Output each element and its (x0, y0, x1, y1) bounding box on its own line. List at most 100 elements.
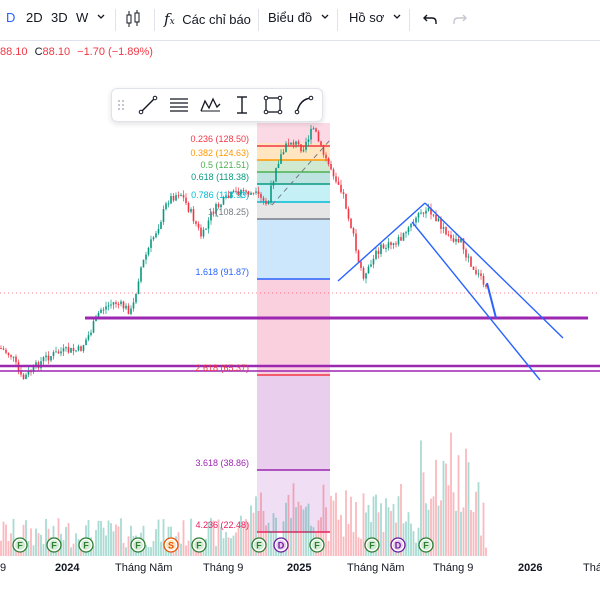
curve-icon[interactable] (292, 93, 316, 117)
pattern-icon[interactable] (198, 93, 222, 117)
toolbar-divider (409, 9, 410, 31)
candle-body (62, 348, 65, 352)
event-marker[interactable]: F (12, 537, 28, 553)
candle-body (460, 238, 462, 243)
candle-body (12, 356, 15, 358)
event-marker[interactable]: F (130, 537, 146, 553)
event-marker[interactable]: F (418, 537, 434, 553)
volume-bar (360, 538, 362, 556)
candle-body (67, 347, 70, 353)
volume-bar (347, 523, 350, 556)
volume-bar (275, 517, 277, 556)
fib-trend-line[interactable] (271, 139, 331, 206)
volume-bar (375, 494, 377, 556)
trend-line-icon[interactable] (136, 93, 160, 117)
candle-body (325, 154, 327, 159)
price-chart[interactable]: 0.236 (128.50) 0.382 (124.63) 0.5 (121.51)… (0, 40, 600, 600)
candle-body (97, 312, 100, 317)
event-marker[interactable]: F (78, 537, 94, 553)
candle-body (280, 154, 282, 164)
volume-bar (262, 511, 265, 556)
volume-bar (287, 494, 290, 556)
candle-body (22, 374, 25, 379)
fib-zone-pink (257, 279, 330, 375)
redo-button[interactable] (452, 11, 468, 30)
volume-bar (160, 541, 162, 556)
fib-level-label: 0.786 (113.93) (191, 190, 249, 200)
volume-bar (412, 531, 415, 556)
interval-menu-button[interactable] (96, 10, 106, 25)
candle-body (397, 237, 400, 245)
candle-body (470, 256, 472, 267)
volume-bar (387, 507, 390, 556)
candle-body (330, 163, 332, 170)
layout-3d-button[interactable]: 3D (51, 10, 68, 25)
volume-bar (357, 537, 360, 556)
fib-level-label: 1 (108.25) (208, 207, 249, 217)
candle-body (47, 355, 50, 361)
candle-body (342, 192, 345, 195)
undo-button[interactable] (422, 11, 438, 30)
candle-body (390, 242, 392, 246)
svg-text:F: F (135, 541, 141, 551)
candle-body (225, 195, 227, 198)
candle-body (297, 141, 300, 145)
candle-body (287, 143, 290, 145)
fib-retracement-icon[interactable] (167, 93, 191, 117)
candle-body (187, 203, 190, 212)
volume-bar (417, 527, 420, 556)
volume-bar (325, 507, 327, 556)
fib-level-label: 2.618 (65.37) (195, 363, 249, 373)
channel-line-top[interactable] (424, 202, 564, 339)
drag-handle-icon[interactable] (114, 93, 128, 117)
interval-d-button[interactable]: D (6, 10, 16, 25)
volume-bar (65, 527, 67, 556)
fib-zone-cyan (257, 184, 330, 202)
event-marker[interactable]: F (251, 537, 267, 553)
candle-body (305, 141, 307, 150)
volume-bar (10, 533, 12, 556)
fib-level-labels: 0.236 (128.50) 0.382 (124.63) 0.5 (121.51)… (190, 134, 249, 530)
event-marker[interactable]: F (46, 537, 62, 553)
candle-body (120, 301, 122, 305)
event-marker[interactable]: D (273, 537, 289, 553)
volume-bar (482, 502, 485, 556)
event-marker[interactable]: F (309, 537, 325, 553)
event-marker[interactable]: F (191, 537, 207, 553)
channel-line-rise[interactable] (337, 202, 426, 282)
fib-zone-teal (257, 172, 330, 184)
event-marker[interactable]: S (163, 537, 179, 553)
anchor-text-icon[interactable] (230, 93, 254, 117)
candle-body (310, 128, 312, 140)
volume-bar (355, 501, 357, 556)
indicators-button[interactable]: fx Các chỉ báo (164, 10, 251, 28)
fib-zone-grey (257, 202, 330, 219)
chart-type-button[interactable] (124, 9, 142, 32)
rectangle-icon[interactable] (261, 93, 285, 117)
channel-line-bottom[interactable] (411, 221, 541, 381)
candle-body (435, 214, 437, 222)
volume-bar (337, 519, 340, 556)
volume-bar (447, 485, 450, 556)
fib-retracement[interactable] (257, 123, 330, 532)
volume-bar (272, 513, 275, 556)
candle-body (140, 267, 142, 282)
candle-body (275, 168, 277, 182)
candle-body (237, 190, 240, 195)
layout-2d-button[interactable]: 2D (26, 10, 43, 25)
ohlc-legend: 88.10 C88.10 −1.70 (−1.89%) (0, 46, 153, 58)
profile-menu-button[interactable]: Hồ sơ (349, 10, 402, 25)
candle-body (182, 194, 185, 198)
volume-bar (327, 541, 330, 556)
chart-menu-button[interactable]: Biểu đồ (268, 10, 330, 25)
event-marker[interactable]: D (390, 537, 406, 553)
candle-body (402, 233, 405, 241)
volume-bar (232, 535, 235, 556)
volume-bar (80, 547, 82, 556)
interval-w-button[interactable]: W (76, 10, 89, 25)
projection-arrow[interactable] (486, 282, 497, 319)
volume-bar (147, 547, 150, 556)
event-marker[interactable]: F (364, 537, 380, 553)
volume-bar (405, 521, 407, 556)
volume-bar (342, 536, 345, 556)
